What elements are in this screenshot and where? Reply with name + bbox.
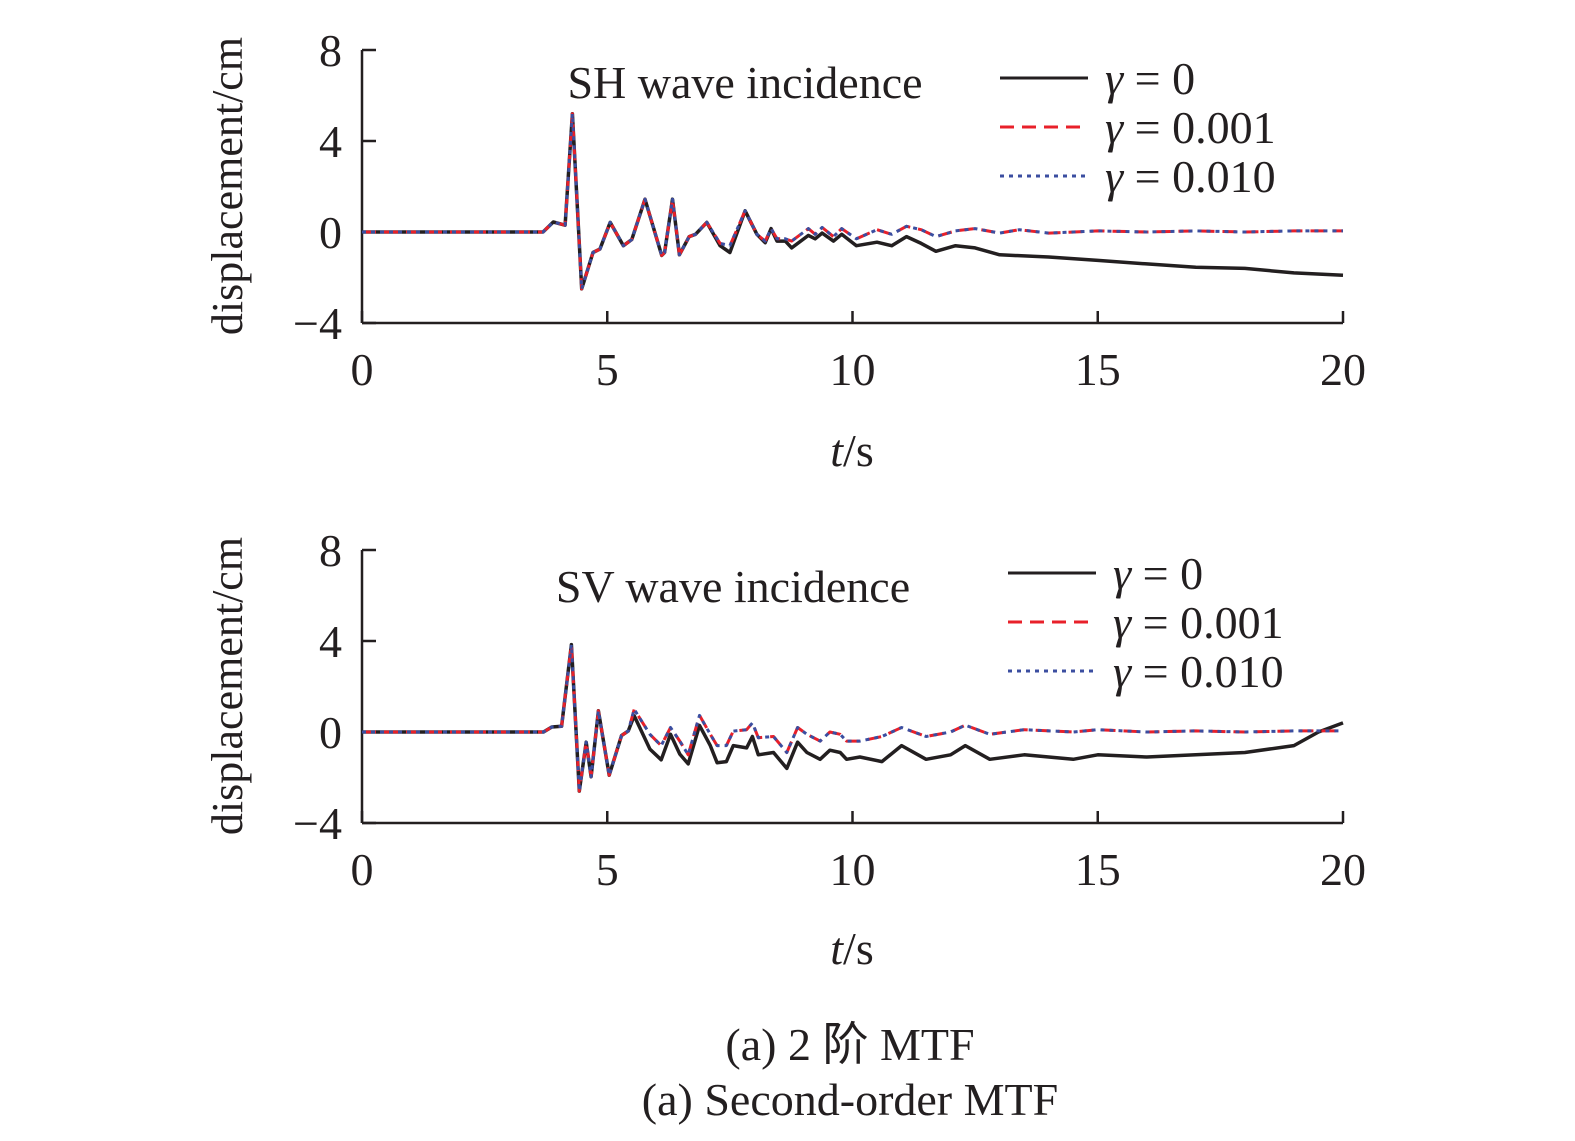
x-tick-label: 5 xyxy=(596,844,619,895)
y-tick-label: −4 xyxy=(293,298,342,349)
x-tick-label: 5 xyxy=(596,344,619,395)
y-tick-label: 0 xyxy=(319,207,342,258)
series-line-1 xyxy=(362,642,1344,793)
x-tick-label: 15 xyxy=(1075,844,1121,895)
caption-english: (a) Second-order MTF xyxy=(641,1074,1059,1125)
y-tick-label: 8 xyxy=(319,25,342,76)
y-tick-label: −4 xyxy=(293,798,342,849)
legend-label-2: γ = 0.001 xyxy=(1113,597,1284,648)
series-line-2 xyxy=(362,643,1343,793)
x-tick-label: 0 xyxy=(351,844,374,895)
y-tick-label: 0 xyxy=(319,707,342,758)
y-axis-label: displacement/cm xyxy=(203,537,252,835)
y-axis-label: displacement/cm xyxy=(203,37,252,335)
chart-title: SV wave incidence xyxy=(556,561,910,612)
legend-label-1: γ = 0 xyxy=(1105,53,1195,104)
y-tick-label: 8 xyxy=(319,525,342,576)
x-tick-label: 20 xyxy=(1320,344,1366,395)
legend-label-1: γ = 0 xyxy=(1113,548,1203,599)
series-line-2 xyxy=(362,112,1343,291)
chart-title: SH wave incidence xyxy=(567,57,922,108)
caption-chinese: (a) 2 阶 MTF xyxy=(725,1019,975,1070)
x-tick-label: 10 xyxy=(830,344,876,395)
x-tick-label: 10 xyxy=(830,844,876,895)
x-tick-label: 20 xyxy=(1320,844,1366,895)
legend-label-2: γ = 0.001 xyxy=(1105,102,1276,153)
legend-label-3: γ = 0.010 xyxy=(1113,646,1284,697)
legend-label-3: γ = 0.010 xyxy=(1105,151,1276,202)
y-tick-label: 4 xyxy=(319,616,342,667)
x-axis-label: t/s xyxy=(830,425,873,476)
x-axis-label: t/s xyxy=(830,923,873,974)
y-tick-label: 4 xyxy=(319,116,342,167)
x-tick-label: 0 xyxy=(351,344,374,395)
x-tick-label: 15 xyxy=(1075,344,1121,395)
